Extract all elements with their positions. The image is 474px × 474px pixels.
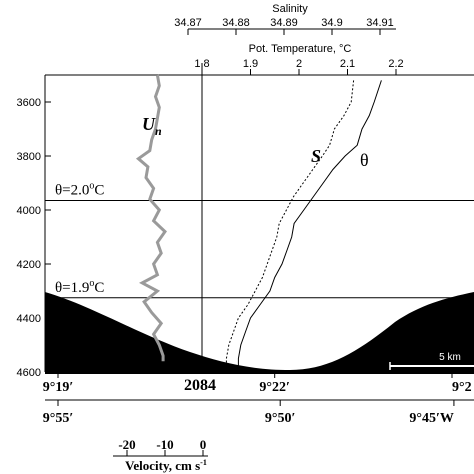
temperature-tick-label: 2.1 [340, 58, 355, 70]
station-label: 2084 [184, 377, 216, 394]
depth-tick-label: 4400 [17, 313, 41, 325]
temperature-tick-label: 1.9 [243, 58, 258, 70]
label-theta: θ [360, 150, 369, 170]
salinity-axis-title: Salinity [272, 3, 308, 15]
lat-tick-label: 9°22′ [259, 380, 290, 395]
salinity-tick-label: 34.9 [321, 17, 342, 29]
lon-tick-label: 9°55′ [43, 411, 74, 426]
salinity-tick-label: 34.91 [366, 17, 394, 29]
velocity-axis: -20 -10 0 Velocity, cm s-1 [113, 437, 208, 473]
velocity-tick-label: -10 [156, 437, 173, 452]
scale-bar-label: 5 km [439, 352, 461, 363]
scale-bar: 5 km [389, 352, 474, 370]
temperature-axis: Pot. Temperature, °C 1.8 1.9 2 2.1 2.2 [194, 43, 404, 75]
isotherm-label: θ=2.0oC [55, 181, 104, 199]
depth-tick-label: 3800 [17, 151, 41, 163]
seafloor-bathymetry [45, 292, 474, 374]
velocity-tick-label: -20 [118, 437, 135, 452]
temperature-tick-label: 2 [296, 58, 302, 70]
series-line-un [135, 74, 167, 362]
label-un: Un [142, 114, 162, 138]
isotherm-label: θ=1.9oC [55, 278, 104, 296]
depth-tick-label: 4200 [17, 259, 41, 271]
depth-tick-label: 4600 [17, 367, 41, 379]
depth-tick-label: 4000 [17, 205, 41, 217]
velocity-axis-title: Velocity, cm s-1 [125, 458, 207, 473]
temperature-axis-title: Pot. Temperature, °C [249, 43, 352, 55]
depth-tick-label: 3600 [17, 97, 41, 109]
lat-tick-label: 9°2 [452, 380, 472, 395]
series-line-s [225, 80, 355, 367]
salinity-tick-label: 34.87 [174, 17, 202, 29]
longitude-axis: 9°55′ 9°50′ 9°45′W [43, 400, 455, 426]
salinity-axis: Salinity 34.87 34.88 34.89 34.9 34.91 [174, 3, 396, 35]
salinity-tick-label: 34.89 [270, 17, 298, 29]
series-line-theta [237, 80, 382, 367]
isotherm-lines: θ=2.0oC θ=1.9oC [45, 181, 474, 299]
temperature-tick-label: 2.2 [388, 58, 403, 70]
lon-tick-label: 9°50′ [265, 411, 296, 426]
lat-tick-label: 9°19′ [43, 380, 74, 395]
latitude-axis: 9°19′ 9°22′ 9°2 [43, 372, 472, 395]
label-s: S [311, 146, 321, 166]
lon-tick-label: 9°45′W [409, 411, 454, 426]
velocity-tick-label: 0 [200, 437, 207, 452]
depth-axis: 3600 3800 4000 4200 4400 4600 [17, 97, 51, 379]
salinity-tick-label: 34.88 [222, 17, 250, 29]
